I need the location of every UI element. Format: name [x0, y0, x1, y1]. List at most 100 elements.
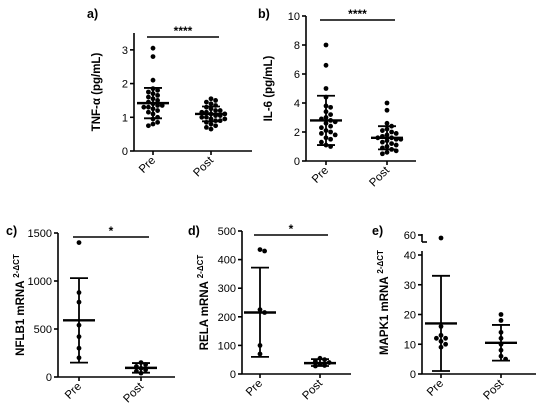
data-point: [159, 103, 165, 108]
data-point: [319, 116, 324, 122]
data-point: [141, 104, 147, 110]
data-point: [213, 113, 219, 118]
y-tick-label: 30: [404, 280, 416, 292]
data-point: [384, 132, 390, 138]
data-point: [434, 335, 439, 341]
data-point: [204, 109, 209, 115]
data-point: [208, 101, 214, 107]
data-point: [323, 120, 329, 126]
data-point: [143, 367, 149, 373]
data-point: [208, 126, 214, 132]
data-point: [389, 123, 394, 129]
data-point: [134, 364, 139, 369]
data-point: [155, 98, 161, 103]
panel-e: e) 0 10 20 30 40 60 Pre Post MAPK1 mRNA 2-ΔCT: [372, 224, 536, 402]
series-pre: [244, 247, 276, 358]
data-point: [323, 103, 329, 109]
data-point: [150, 121, 156, 127]
series-post: [304, 355, 336, 369]
data-point: [217, 108, 223, 113]
y-tick-label: 0: [294, 156, 300, 168]
data-point: [328, 144, 333, 149]
data-point: [393, 142, 399, 148]
panel-label: e): [372, 224, 383, 238]
data-point: [76, 334, 82, 340]
data-point: [384, 107, 390, 113]
data-point: [150, 54, 156, 59]
data-point: [317, 361, 323, 367]
data-point: [208, 121, 214, 127]
panel-label: a): [87, 7, 98, 21]
data-point: [213, 118, 219, 124]
data-point: [257, 351, 263, 357]
data-point: [323, 94, 329, 100]
y-tick-label: 300: [218, 283, 236, 295]
data-point: [257, 307, 263, 313]
data-point: [213, 103, 219, 108]
data-point: [257, 343, 263, 348]
data-point: [155, 92, 161, 98]
data-point: [332, 132, 338, 138]
data-point: [204, 119, 209, 125]
data-point: [498, 353, 504, 359]
data-point: [138, 365, 144, 371]
y-tick-label: 3: [122, 45, 128, 57]
data-point: [76, 299, 82, 305]
y-tick-label: 500: [218, 226, 236, 238]
significance-label: ****: [174, 24, 193, 38]
series-post: [125, 360, 157, 376]
data-point: [155, 103, 161, 108]
data-point: [76, 290, 82, 295]
data-point: [498, 335, 504, 341]
data-point: [319, 125, 324, 131]
data-point: [328, 136, 333, 142]
series-pre: [137, 45, 169, 129]
data-point: [438, 344, 444, 350]
panel-d: d) 0 100 200 300 400 500 Pre Post RELA mRNA 2-ΔCT…: [188, 222, 351, 402]
data-point: [150, 111, 156, 117]
data-point: [380, 139, 385, 145]
data-point: [389, 141, 394, 147]
data-point: [328, 123, 333, 129]
data-point: [150, 116, 156, 122]
y-tick-label: 1: [122, 112, 128, 124]
x-tick-label-post: Post: [367, 164, 392, 189]
data-point: [138, 370, 144, 376]
data-point: [204, 99, 209, 105]
y-axis-label: MAPK1 mRNA 2-ΔCT: [376, 250, 391, 355]
x-tick-label-pre: Pre: [425, 378, 446, 399]
data-point: [213, 98, 219, 103]
data-point: [393, 136, 399, 142]
data-point: [328, 112, 333, 117]
data-point: [150, 86, 156, 92]
data-point: [208, 106, 214, 112]
data-point: [323, 128, 329, 133]
data-point: [155, 119, 161, 125]
data-point: [380, 145, 385, 151]
data-point: [323, 115, 329, 120]
panel-b: b) 0 2 4 6 8 10 Pre Post IL-6 (pg/mL) ****: [258, 7, 416, 189]
data-point: [150, 91, 156, 97]
series-pre: [310, 42, 342, 149]
data-point: [146, 89, 151, 95]
data-point: [150, 45, 156, 51]
data-point: [328, 129, 333, 135]
y-tick-label: 0: [230, 369, 236, 381]
y-tick-label: 100: [218, 340, 236, 352]
data-point: [313, 358, 318, 364]
data-point: [319, 131, 324, 136]
data-point: [498, 318, 504, 323]
data-point: [498, 312, 504, 317]
x-tick-label-pre: Pre: [137, 155, 158, 176]
x-tick-label-pre: Pre: [244, 378, 265, 399]
data-point: [393, 131, 399, 136]
y-tick-label: 1000: [28, 276, 52, 288]
data-point: [150, 106, 156, 112]
series-pre: [425, 235, 457, 372]
data-point: [217, 113, 223, 118]
y-tick-label: 2: [294, 127, 300, 139]
data-point: [146, 99, 151, 105]
data-point: [143, 362, 149, 367]
data-point: [398, 136, 404, 142]
